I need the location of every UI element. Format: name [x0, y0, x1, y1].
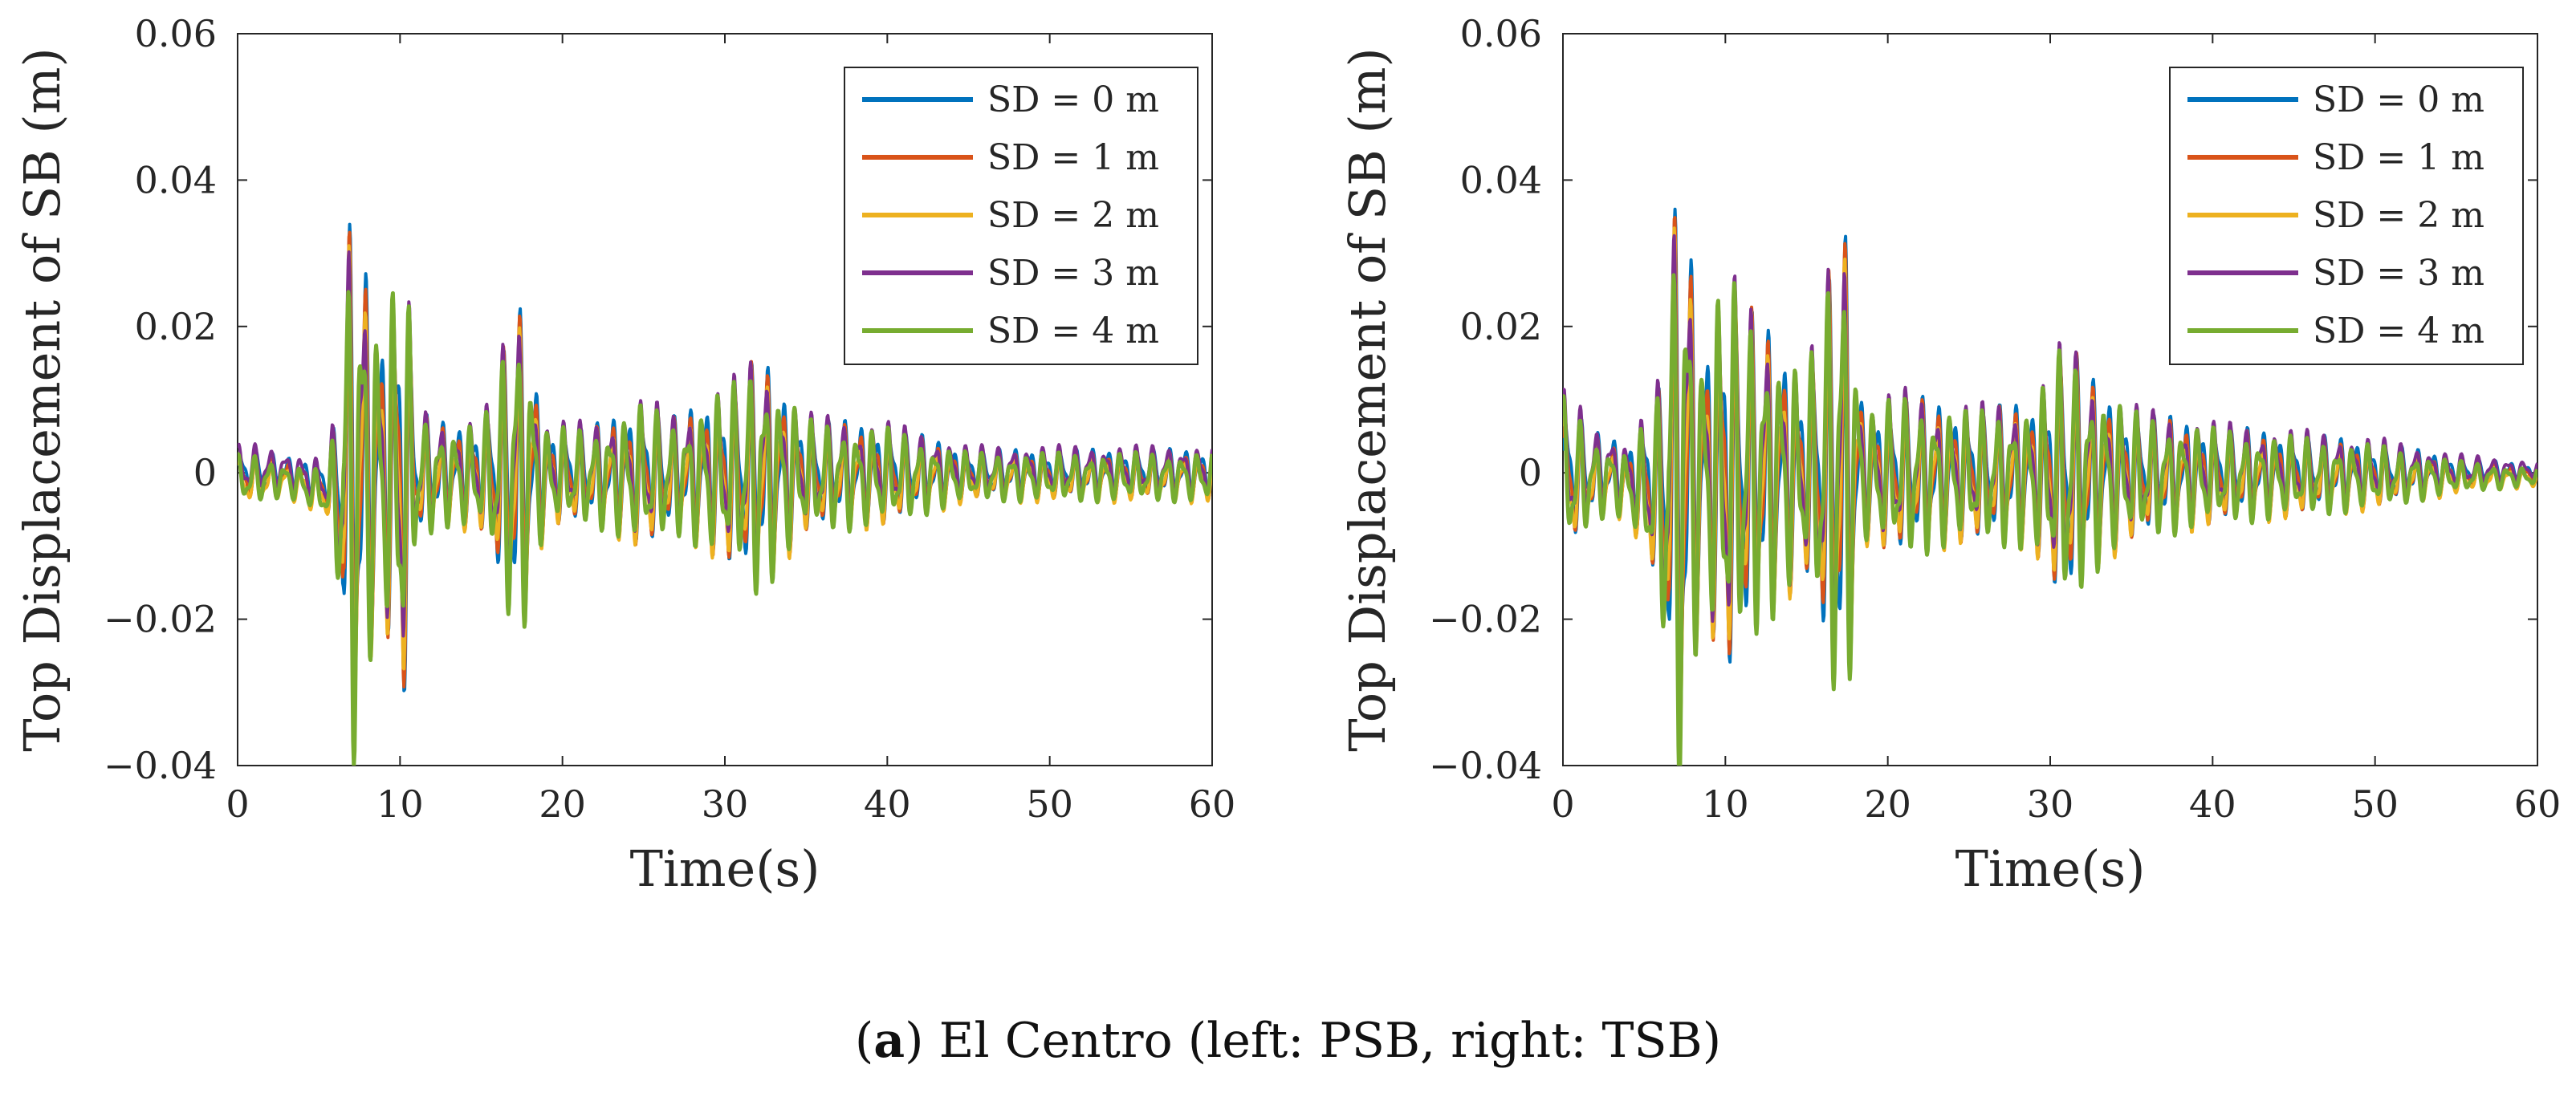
y-tick-label: 0.02 — [135, 305, 217, 348]
chart-left-panel: 0 10 20 30 40 50 60 −0.04 −0.02 0 0.02 0.04 0.06 Time… — [13, 12, 1235, 898]
y-tick-label: −0.04 — [104, 744, 217, 787]
figure-caption: (a) El Centro (left: PSB, right: TSB) — [854, 1013, 1722, 1069]
y-tick-label: 0 — [193, 451, 217, 494]
legend-entry: SD = 4 m — [2313, 311, 2484, 351]
caption-label: a — [873, 1013, 905, 1069]
x-tick-label: 60 — [1189, 782, 1236, 826]
x-axis-label: Time(s) — [630, 839, 820, 898]
y-tick-label: −0.04 — [1429, 744, 1542, 787]
x-tick-label: 0 — [1551, 782, 1574, 826]
caption-text: El Centro (left: PSB, right: TSB) — [938, 1013, 1722, 1069]
x-tick-label: 40 — [864, 782, 911, 826]
legend-entry: SD = 4 m — [987, 311, 1159, 351]
legend-entry: SD = 3 m — [2313, 253, 2484, 294]
series-line — [1563, 216, 2537, 699]
x-tick-label: 30 — [2027, 782, 2074, 826]
y-tick-label: −0.02 — [1429, 598, 1542, 641]
x-tick-label: 50 — [1026, 782, 1073, 826]
x-axis-label: Time(s) — [1955, 839, 2146, 898]
series-line — [1563, 207, 2537, 664]
y-tick-label: −0.02 — [104, 598, 217, 641]
x-tick-label: 0 — [226, 782, 249, 826]
series-line — [1563, 234, 2537, 762]
legend-entry: SD = 0 m — [2313, 79, 2484, 120]
series-group — [1563, 207, 2537, 766]
x-tick-label: 30 — [702, 782, 749, 826]
legend-entry: SD = 1 m — [2313, 137, 2484, 178]
y-axis-label: Top Displacement of SB (m) — [1338, 47, 1397, 751]
chart-right-panel: 0 10 20 30 40 50 60 −0.04 −0.02 0 0.02 0.04 0.06 Time… — [1338, 12, 2561, 898]
y-tick-label: 0.06 — [1460, 12, 1542, 55]
y-tick-label: 0 — [1519, 451, 1542, 494]
y-tick-label: 0.06 — [135, 12, 217, 55]
legend-entry: SD = 0 m — [987, 79, 1159, 120]
x-tick-label: 40 — [2189, 782, 2236, 826]
x-tick-label: 20 — [539, 782, 586, 826]
legend-entry: SD = 1 m — [987, 137, 1159, 178]
legend-entry: SD = 2 m — [2313, 195, 2484, 236]
series-line — [1563, 273, 2537, 766]
legend-entry: SD = 2 m — [987, 195, 1159, 236]
x-tick-label: 50 — [2351, 782, 2399, 826]
y-tick-label: 0.02 — [1460, 305, 1542, 348]
legend-box — [844, 67, 1198, 365]
y-tick-label: 0.04 — [1460, 158, 1542, 201]
x-tick-label: 60 — [2514, 782, 2562, 826]
y-tick-label: 0.04 — [135, 158, 217, 201]
x-tick-label: 10 — [1702, 782, 1749, 826]
y-axis-label: Top Displacement of SB (m) — [13, 47, 71, 751]
series-line — [238, 222, 1212, 693]
series-group — [238, 222, 1212, 766]
x-tick-label: 10 — [376, 782, 424, 826]
series-line — [238, 290, 1212, 766]
x-tick-label: 20 — [1864, 782, 1911, 826]
legend-entry: SD = 3 m — [987, 253, 1159, 294]
series-line — [238, 250, 1212, 737]
